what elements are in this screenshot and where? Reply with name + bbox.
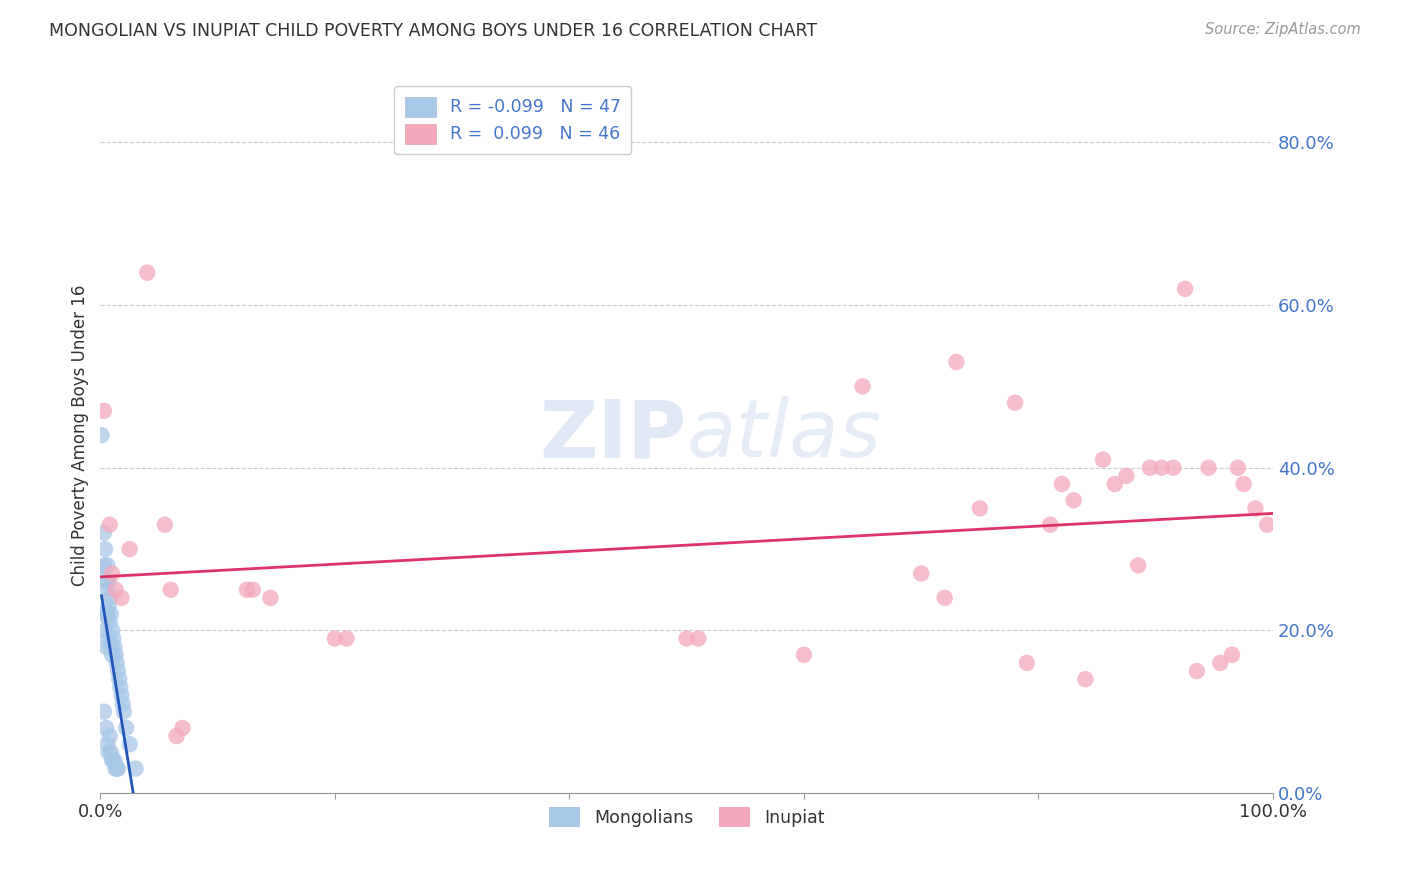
Point xyxy=(910,566,932,581)
Point xyxy=(96,607,118,621)
Point xyxy=(336,632,359,646)
Point xyxy=(1115,468,1137,483)
Point xyxy=(110,591,132,605)
Point xyxy=(96,607,118,621)
Point xyxy=(259,591,281,605)
Point xyxy=(101,566,124,581)
Point xyxy=(97,632,120,646)
Point xyxy=(323,632,346,646)
Point xyxy=(1226,460,1249,475)
Point xyxy=(107,762,129,776)
Point xyxy=(104,648,127,662)
Point xyxy=(96,574,118,589)
Point xyxy=(103,632,125,646)
Point xyxy=(1244,501,1267,516)
Point xyxy=(96,640,118,654)
Point xyxy=(172,721,194,735)
Point xyxy=(675,632,697,646)
Point xyxy=(153,517,176,532)
Point xyxy=(105,762,128,776)
Point xyxy=(110,681,132,695)
Point xyxy=(96,737,118,751)
Point xyxy=(1050,477,1073,491)
Point xyxy=(103,754,125,768)
Point xyxy=(1185,664,1208,678)
Point xyxy=(91,566,114,581)
Point xyxy=(101,624,124,638)
Point xyxy=(97,745,120,759)
Point xyxy=(90,428,112,442)
Point xyxy=(112,705,135,719)
Point xyxy=(98,729,121,743)
Point xyxy=(101,754,124,768)
Point xyxy=(91,607,114,621)
Point xyxy=(101,648,124,662)
Point xyxy=(97,574,120,589)
Point xyxy=(1220,648,1243,662)
Point xyxy=(1163,460,1185,475)
Text: Source: ZipAtlas.com: Source: ZipAtlas.com xyxy=(1205,22,1361,37)
Point xyxy=(96,582,118,597)
Point xyxy=(1209,656,1232,670)
Point xyxy=(945,355,967,369)
Point xyxy=(159,582,181,597)
Y-axis label: Child Poverty Among Boys Under 16: Child Poverty Among Boys Under 16 xyxy=(72,285,89,586)
Point xyxy=(100,745,122,759)
Point xyxy=(100,607,122,621)
Point xyxy=(1004,395,1026,409)
Point xyxy=(105,656,128,670)
Point xyxy=(852,379,875,393)
Point xyxy=(96,558,118,573)
Point xyxy=(115,721,138,735)
Point xyxy=(1198,460,1220,475)
Point xyxy=(93,525,115,540)
Point xyxy=(1104,477,1126,491)
Point xyxy=(93,404,115,418)
Point xyxy=(98,517,121,532)
Point xyxy=(242,582,264,597)
Point xyxy=(1256,517,1278,532)
Point xyxy=(111,697,134,711)
Point xyxy=(124,762,146,776)
Point xyxy=(1091,452,1114,467)
Point xyxy=(103,754,125,768)
Point xyxy=(94,624,117,638)
Text: ZIP: ZIP xyxy=(540,396,686,475)
Point xyxy=(98,591,121,605)
Point xyxy=(96,721,118,735)
Point xyxy=(793,648,815,662)
Point xyxy=(107,664,129,678)
Point xyxy=(934,591,956,605)
Point xyxy=(94,542,117,557)
Point xyxy=(104,582,127,597)
Point xyxy=(1174,282,1197,296)
Point xyxy=(1128,558,1150,573)
Text: atlas: atlas xyxy=(686,396,882,475)
Point xyxy=(103,640,125,654)
Point xyxy=(136,266,159,280)
Point xyxy=(969,501,991,516)
Point xyxy=(1233,477,1256,491)
Point xyxy=(1063,493,1085,508)
Point xyxy=(100,640,122,654)
Point xyxy=(97,599,120,613)
Point xyxy=(93,558,115,573)
Point xyxy=(110,689,132,703)
Point xyxy=(236,582,259,597)
Point xyxy=(1074,672,1097,686)
Point xyxy=(1015,656,1038,670)
Point xyxy=(93,705,115,719)
Point xyxy=(166,729,188,743)
Point xyxy=(98,615,121,630)
Text: MONGOLIAN VS INUPIAT CHILD POVERTY AMONG BOYS UNDER 16 CORRELATION CHART: MONGOLIAN VS INUPIAT CHILD POVERTY AMONG… xyxy=(49,22,817,40)
Point xyxy=(104,762,127,776)
Point xyxy=(1139,460,1161,475)
Point xyxy=(118,737,141,751)
Point xyxy=(118,542,141,557)
Point xyxy=(688,632,710,646)
Point xyxy=(108,672,131,686)
Legend: Mongolians, Inupiat: Mongolians, Inupiat xyxy=(541,800,832,834)
Point xyxy=(1039,517,1062,532)
Point xyxy=(1150,460,1173,475)
